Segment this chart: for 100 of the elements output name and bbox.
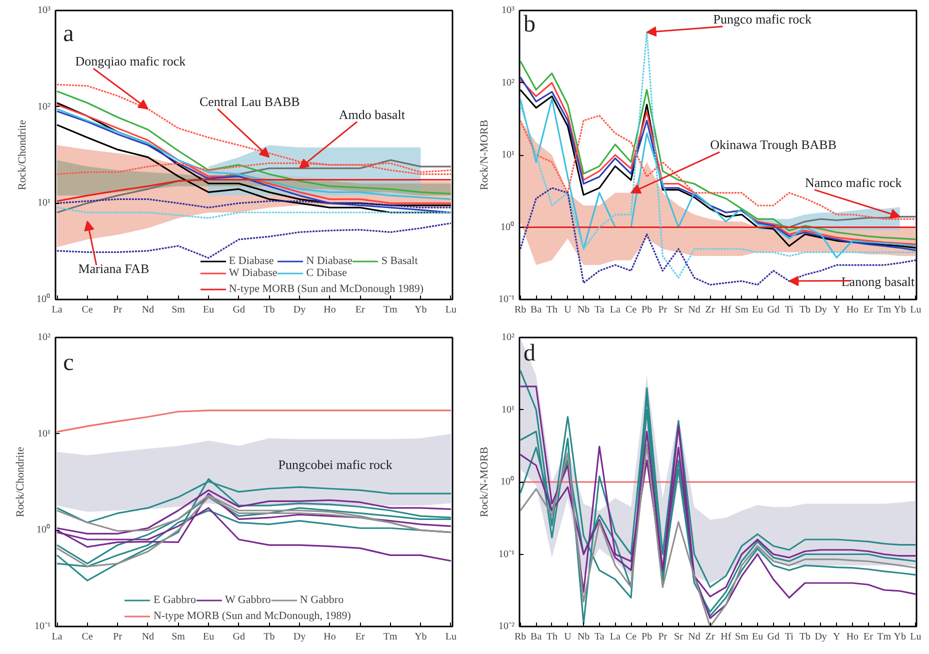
x-tick-label: Gd — [767, 632, 780, 642]
x-tick-label: Ta — [594, 304, 605, 316]
x-tick-label: Nd — [688, 304, 700, 316]
y-axis-title: Rock/N-MORB — [478, 120, 490, 190]
x-tick-label: Nd — [142, 632, 154, 642]
annotation: Mariana FAB — [78, 261, 150, 276]
x-tick-label: Zr — [705, 632, 716, 642]
x-tick-label: Ta — [594, 632, 605, 642]
x-tick-label: Ho — [324, 632, 336, 642]
legend-label: N Diabase — [306, 255, 352, 267]
x-tick-label: Er — [355, 304, 366, 316]
legend-label: W Gabbro — [224, 594, 271, 606]
y-tick-label: 10⁻¹ — [34, 621, 50, 632]
annotation: Lanong basalt — [841, 274, 916, 289]
x-tick-label: Ba — [530, 632, 542, 642]
x-tick-label: Tm — [877, 304, 892, 316]
x-tick-label: Nd — [688, 632, 700, 642]
x-tick-label: Tm — [383, 632, 398, 642]
x-tick-label: Nb — [577, 632, 590, 642]
y-tick-label: 10⁻² — [498, 621, 514, 632]
x-tick-label: Th — [546, 632, 558, 642]
y-axis-title: Rock/Chondrite — [14, 446, 26, 518]
y-tick-label: 10⁰ — [500, 476, 514, 488]
x-tick-label: Sm — [735, 632, 749, 642]
x-tick-label: Th — [546, 304, 558, 316]
x-tick-label: Lu — [445, 632, 457, 642]
y-tick-label: 10³ — [502, 5, 514, 16]
x-tick-label: Ce — [625, 632, 638, 642]
x-tick-label: Zr — [705, 304, 716, 316]
annotation: b — [523, 12, 536, 38]
legend-label: E Diabase — [228, 255, 274, 267]
annotation: Namco mafic rock — [804, 174, 902, 190]
y-tick-label: 10¹ — [38, 198, 50, 209]
y-tick-label: 10² — [38, 101, 50, 112]
y-axis-title: Rock/Chondrite — [16, 120, 28, 190]
x-tick-label: Sr — [674, 304, 684, 316]
x-tick-label: Ti — [784, 304, 794, 316]
x-tick-label: Nd — [142, 304, 154, 316]
x-tick-label: Yb — [894, 632, 906, 642]
x-tick-label: Yb — [894, 304, 906, 316]
x-tick-label: Pb — [642, 304, 652, 316]
annotation: d — [523, 340, 536, 366]
x-tick-label: Nb — [577, 304, 590, 316]
y-tick-label: 10⁰ — [36, 524, 50, 536]
x-tick-label: Sm — [172, 632, 186, 642]
y-tick-label: 10² — [38, 332, 50, 343]
x-tick-label: Ce — [82, 304, 94, 316]
x-tick-label: Hf — [720, 304, 732, 316]
legend-label: W Diabase — [228, 267, 278, 279]
annotation: Pungcobei mafic rock — [278, 457, 393, 472]
x-tick-label: La — [52, 304, 63, 316]
x-tick-label: Sm — [735, 304, 749, 316]
y-tick-label: 10¹ — [502, 150, 514, 160]
x-tick-label: Yb — [414, 632, 427, 642]
x-tick-label: Ba — [530, 304, 542, 316]
x-tick-label: Ho — [846, 304, 859, 316]
annotation: Central Lau BABB — [199, 94, 300, 109]
y-tick-label: 10² — [502, 77, 514, 88]
annotation: Dongqiao mafic rock — [75, 54, 186, 68]
legend-label: E Gabbro — [153, 594, 196, 606]
y-tick-label: 10¹ — [38, 428, 50, 440]
x-tick-label: Er — [864, 304, 874, 316]
x-tick-label: Lu — [445, 304, 457, 316]
x-tick-label: Y — [833, 304, 840, 316]
y-tick-label: 10³ — [38, 5, 50, 16]
x-tick-label: Pr — [113, 304, 123, 316]
y-tick-label: 10⁰ — [36, 293, 50, 305]
x-tick-label: Eu — [202, 632, 214, 642]
y-tick-label: 10⁻¹ — [498, 294, 514, 305]
x-tick-label: La — [610, 304, 622, 316]
x-tick-label: Eu — [202, 304, 214, 316]
x-tick-label: La — [52, 632, 63, 642]
x-tick-label: Tb — [799, 632, 811, 642]
x-tick-label: Ti — [784, 632, 794, 642]
x-tick-label: Lu — [910, 632, 922, 642]
x-tick-label: Tb — [799, 304, 811, 316]
x-tick-label: Ce — [625, 304, 638, 316]
x-tick-label: Pr — [113, 632, 123, 642]
legend-label: S Basalt — [381, 255, 418, 267]
x-tick-label: Tm — [383, 304, 398, 316]
x-tick-label: Hf — [720, 632, 732, 642]
x-tick-label: Eu — [752, 304, 764, 316]
x-tick-label: Eu — [752, 632, 764, 642]
annotation: Okinawa Trough BABB — [710, 137, 837, 152]
x-tick-label: U — [564, 632, 572, 642]
x-tick-label: La — [610, 632, 622, 642]
x-tick-label: Dy — [293, 304, 306, 316]
x-tick-label: Gd — [232, 304, 245, 316]
x-tick-label: Rb — [514, 632, 526, 642]
x-tick-label: U — [564, 304, 572, 316]
y-tick-label: 10⁻¹ — [498, 548, 514, 560]
y-tick-label: 10⁰ — [500, 220, 514, 233]
legend-label: N Gabbro — [300, 594, 344, 606]
x-tick-label: Ho — [846, 632, 859, 642]
x-tick-label: Rb — [514, 304, 526, 316]
legend-label: N-type MORB (Sun and McDonough, 1989) — [153, 610, 351, 622]
legend-label: C Dibase — [306, 267, 347, 279]
x-tick-label: Dy — [293, 632, 306, 642]
x-tick-label: Ho — [324, 304, 336, 316]
x-tick-label: Sm — [172, 304, 186, 316]
